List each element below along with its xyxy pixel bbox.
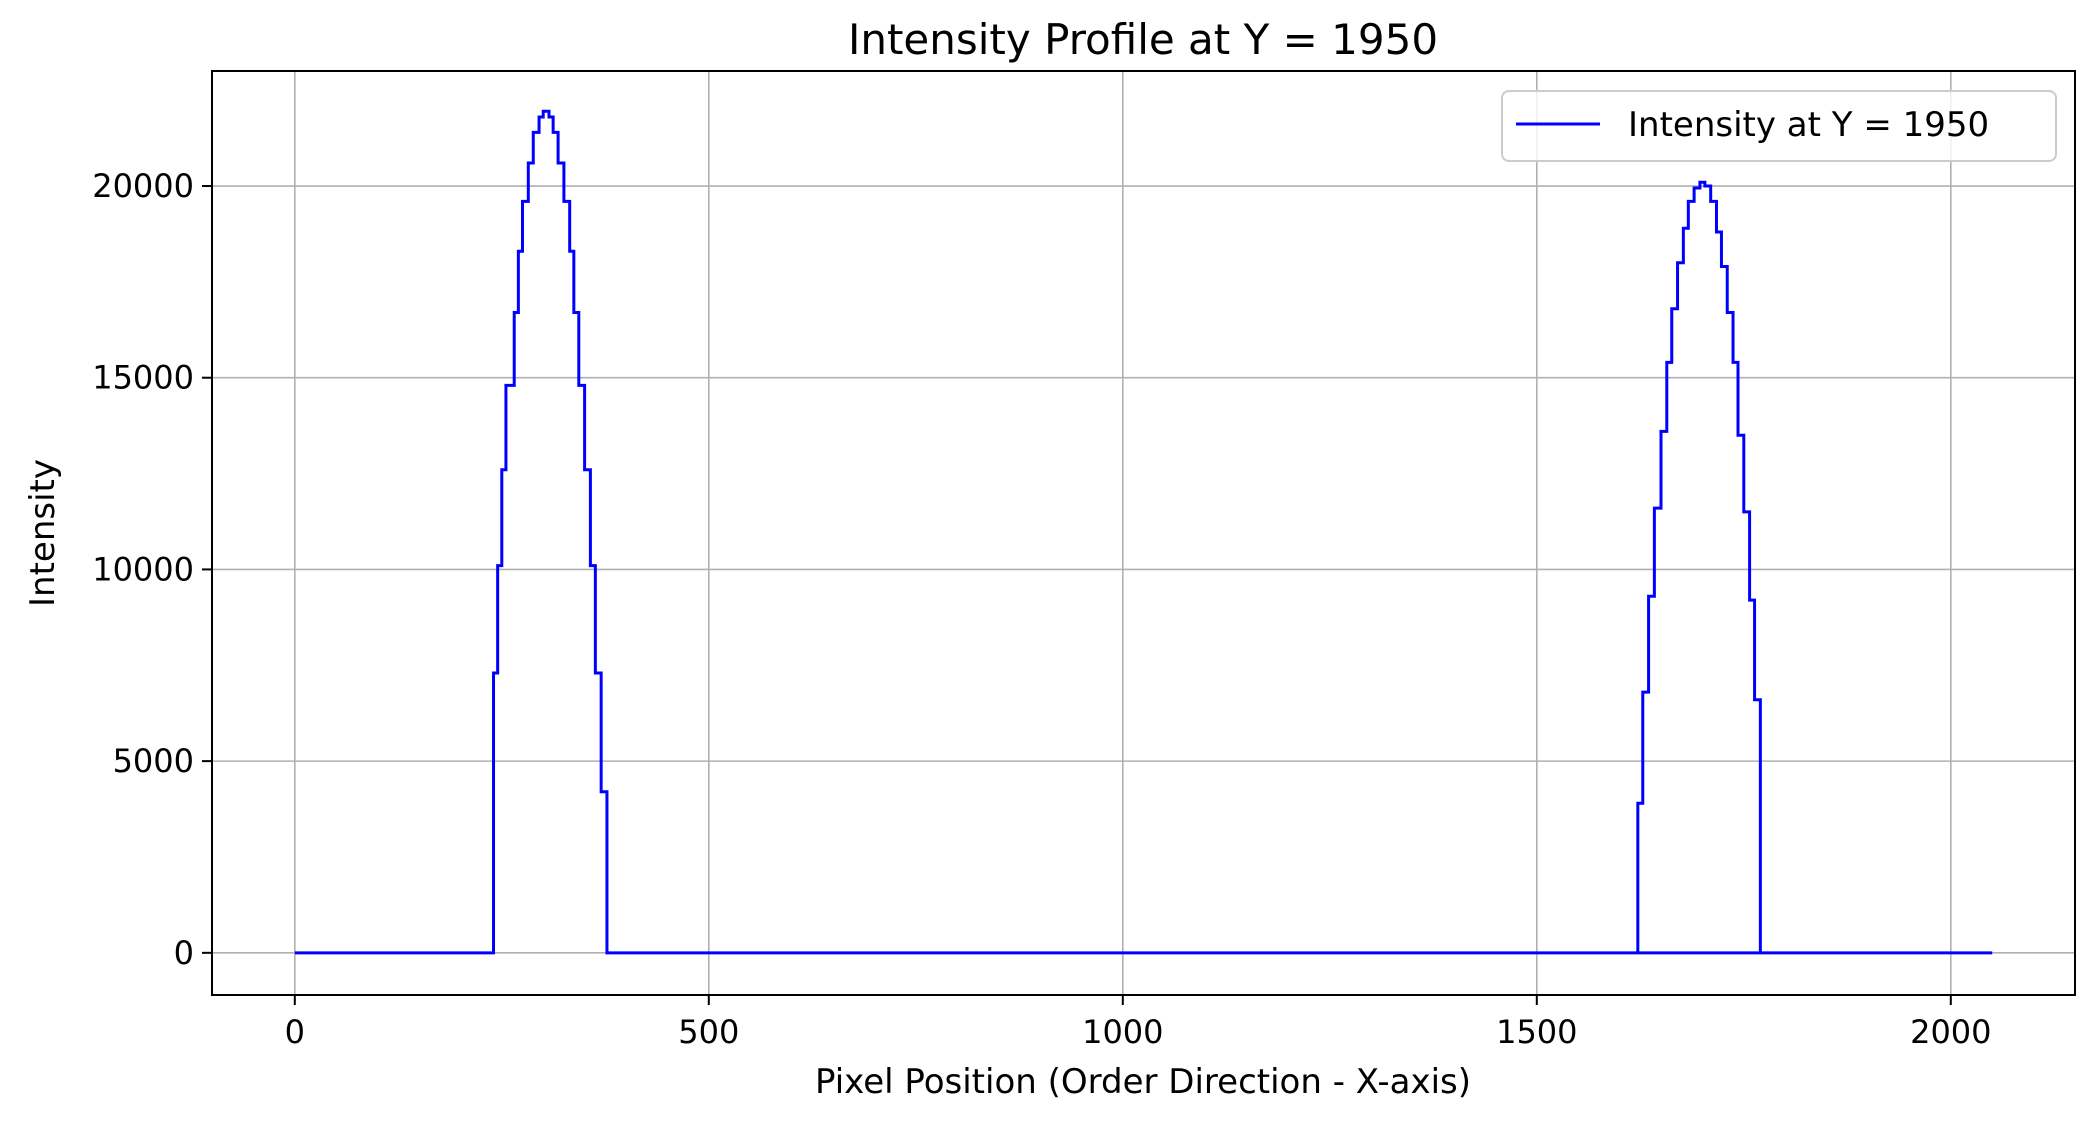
x-tick-label: 500 [678,1013,739,1051]
y-axis-ticks: 0 5000 10000 15000 20000 [92,167,212,972]
y-axis-label: Intensity [23,459,63,607]
y-tick-label: 20000 [92,167,194,205]
series-line-intensity [294,109,1993,955]
y-tick-label: 15000 [92,359,194,397]
x-tick-label: 2000 [1910,1013,1991,1051]
series-group [294,109,1993,955]
x-tick-label: 1000 [1082,1013,1163,1051]
legend-entry-label: Intensity at Y = 1950 [1628,105,1989,145]
plot-frame [211,70,2076,996]
x-axis-ticks: 0 500 1000 1500 2000 [285,995,1992,1051]
x-tick-label: 1500 [1496,1013,1577,1051]
grid [212,71,2075,995]
legend: Intensity at Y = 1950 [1501,90,2057,162]
x-tick-label: 0 [285,1013,305,1051]
y-tick-label: 5000 [113,742,194,780]
y-tick-label: 0 [174,934,194,972]
y-tick-label: 10000 [92,550,194,588]
legend-box [1501,90,2057,162]
chart-title: Intensity Profile at Y = 1950 [848,15,1438,64]
x-axis-label: Pixel Position (Order Direction - X-axis… [815,1062,1471,1102]
